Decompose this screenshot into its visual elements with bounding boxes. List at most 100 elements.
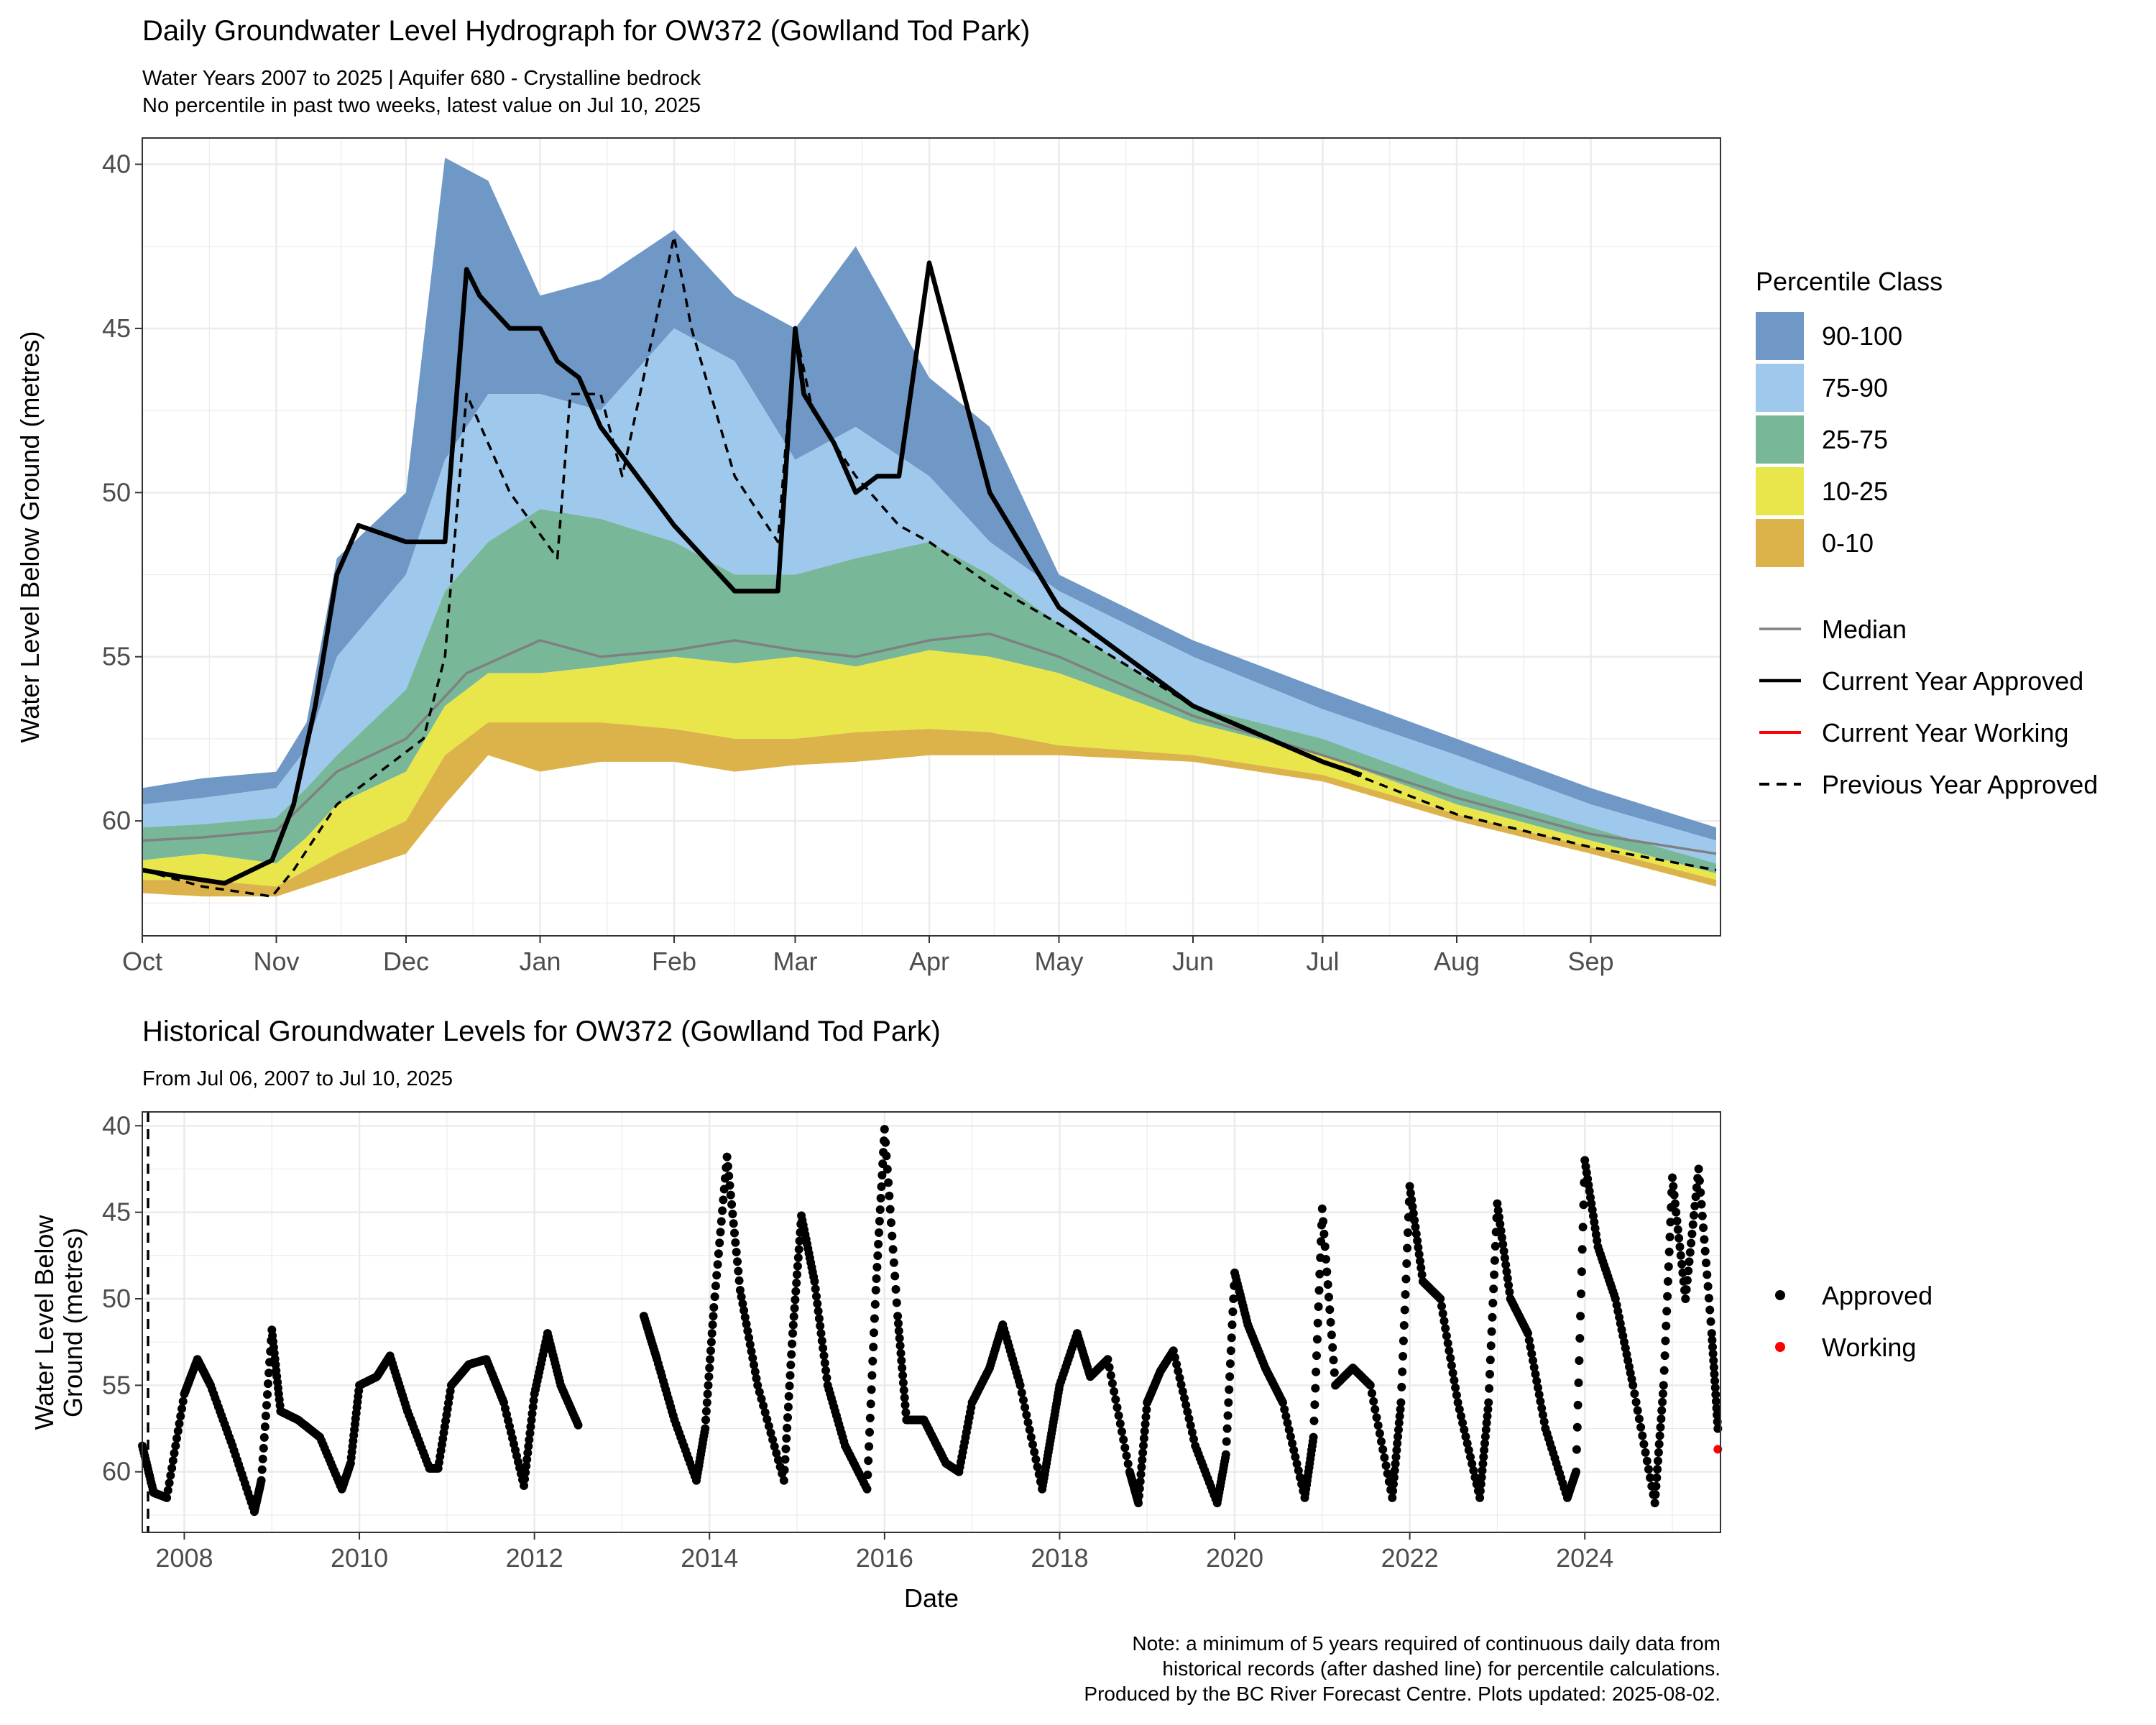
point-approved bbox=[1646, 1473, 1655, 1482]
point-approved bbox=[1107, 1379, 1117, 1388]
point-approved bbox=[732, 1248, 741, 1256]
point-approved bbox=[1141, 1420, 1150, 1429]
point-approved bbox=[1314, 1302, 1323, 1311]
point-approved bbox=[891, 1284, 900, 1294]
legend-label-current-year-working: Current Year Working bbox=[1822, 718, 2069, 748]
point-approved bbox=[525, 1429, 535, 1438]
point-approved bbox=[1654, 1456, 1662, 1466]
legend-swatch-10-25 bbox=[1756, 467, 1804, 515]
point-approved bbox=[1704, 1294, 1713, 1303]
point-approved bbox=[1706, 1317, 1715, 1326]
point-approved bbox=[1391, 1453, 1401, 1462]
point-approved bbox=[794, 1245, 803, 1254]
point-approved bbox=[1461, 1432, 1470, 1441]
point-approved bbox=[715, 1238, 724, 1248]
point-approved bbox=[1118, 1427, 1126, 1436]
legend-label-10-25: 10-25 bbox=[1822, 477, 1888, 506]
point-approved bbox=[1501, 1260, 1511, 1269]
point-approved bbox=[866, 1399, 875, 1409]
point-approved bbox=[888, 1231, 897, 1241]
point-approved bbox=[1713, 1410, 1722, 1420]
point-approved bbox=[1184, 1414, 1194, 1423]
point-approved bbox=[770, 1442, 779, 1451]
point-approved bbox=[1711, 1390, 1720, 1399]
x-tick-label: 2014 bbox=[681, 1543, 738, 1573]
point-approved bbox=[1326, 1317, 1335, 1327]
point-approved bbox=[257, 1465, 267, 1474]
point-approved bbox=[871, 1286, 880, 1294]
point-approved bbox=[1538, 1410, 1547, 1420]
point-approved bbox=[898, 1378, 908, 1387]
point-approved bbox=[1446, 1353, 1455, 1363]
point-approved bbox=[791, 1295, 800, 1305]
point-approved bbox=[1482, 1418, 1491, 1427]
point-approved bbox=[1703, 1282, 1713, 1291]
point-approved bbox=[1413, 1236, 1422, 1246]
x-tick-label: Dec bbox=[383, 947, 429, 976]
point-approved bbox=[1169, 1346, 1178, 1356]
point-approved bbox=[1457, 1412, 1465, 1421]
point-approved bbox=[1696, 1188, 1705, 1197]
point-approved bbox=[870, 1314, 879, 1323]
point-approved bbox=[1392, 1445, 1401, 1455]
point-approved bbox=[1673, 1225, 1682, 1234]
point-approved bbox=[894, 1319, 903, 1328]
point-approved bbox=[1292, 1459, 1302, 1468]
point-approved bbox=[1685, 1248, 1695, 1257]
x-tick-label: 2024 bbox=[1556, 1543, 1613, 1573]
point-approved bbox=[527, 1415, 536, 1425]
point-approved bbox=[704, 1372, 714, 1381]
point-approved bbox=[1694, 1164, 1703, 1174]
legend-swatch-75-90 bbox=[1756, 364, 1804, 412]
x-tick-label: Jun bbox=[1172, 947, 1214, 976]
point-approved bbox=[1406, 1189, 1415, 1197]
point-approved bbox=[793, 1270, 801, 1279]
point-approved bbox=[1700, 1235, 1709, 1244]
point-approved bbox=[781, 1444, 791, 1453]
point-approved bbox=[1638, 1431, 1647, 1440]
point-approved bbox=[729, 1219, 738, 1228]
point-approved bbox=[260, 1422, 270, 1431]
point-approved bbox=[1672, 1216, 1682, 1225]
point-approved bbox=[1187, 1427, 1197, 1437]
point-approved bbox=[1685, 1257, 1694, 1266]
point-approved bbox=[1702, 1259, 1710, 1268]
point-approved bbox=[1655, 1431, 1664, 1440]
point-approved bbox=[1120, 1443, 1130, 1453]
x-tick-label: Apr bbox=[909, 947, 949, 976]
point-approved bbox=[1222, 1437, 1231, 1446]
point-approved bbox=[1225, 1359, 1235, 1368]
point-approved bbox=[1695, 1176, 1704, 1185]
point-approved bbox=[1175, 1374, 1184, 1383]
point-approved bbox=[730, 1228, 739, 1238]
point-approved bbox=[1628, 1381, 1638, 1390]
band-0-10 bbox=[142, 722, 1716, 897]
point-approved bbox=[1676, 1251, 1685, 1260]
point-approved bbox=[702, 1398, 711, 1407]
point-approved bbox=[1682, 1285, 1691, 1294]
point-approved bbox=[1464, 1445, 1473, 1455]
point-approved bbox=[734, 1266, 743, 1276]
point-approved bbox=[1438, 1309, 1447, 1318]
point-approved bbox=[1409, 1209, 1418, 1218]
point-approved bbox=[1710, 1383, 1720, 1392]
point-approved bbox=[1189, 1435, 1198, 1444]
point-approved bbox=[709, 1303, 719, 1312]
legend-swatch-90-100 bbox=[1756, 312, 1804, 360]
point-approved bbox=[178, 1404, 186, 1413]
point-approved bbox=[1670, 1199, 1680, 1208]
point-approved bbox=[733, 1257, 742, 1266]
point-approved bbox=[1026, 1432, 1036, 1442]
point-approved bbox=[172, 1434, 181, 1443]
hydrograph-x-ticks: Oct Nov Dec Jan Feb Mar Apr May Jun Jul Aug Sep bbox=[122, 936, 1614, 976]
point-approved bbox=[1394, 1425, 1403, 1435]
point-approved bbox=[1138, 1448, 1148, 1458]
point-approved bbox=[763, 1414, 772, 1424]
point-approved bbox=[1414, 1243, 1423, 1252]
point-approved bbox=[1291, 1453, 1300, 1462]
point-approved bbox=[1488, 1299, 1498, 1307]
point-approved bbox=[875, 1205, 885, 1214]
point-approved bbox=[791, 1287, 801, 1296]
point-approved bbox=[783, 1423, 792, 1432]
